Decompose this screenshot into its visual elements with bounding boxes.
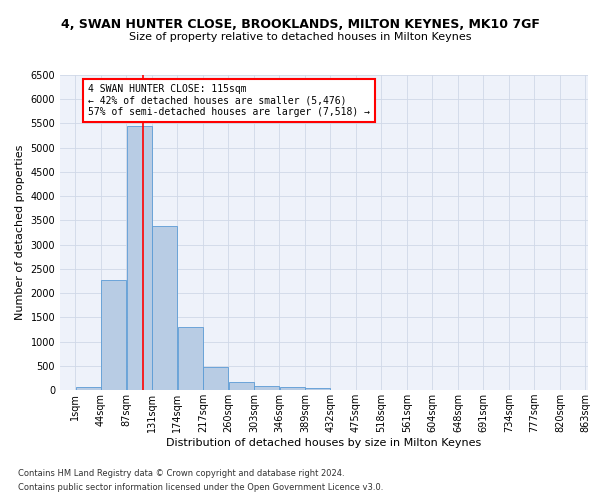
Bar: [178, 326, 203, 390]
Y-axis label: Number of detached properties: Number of detached properties: [15, 145, 25, 320]
Text: Contains public sector information licensed under the Open Government Licence v3: Contains public sector information licen…: [18, 484, 383, 492]
Bar: [127, 126, 152, 390]
Text: 4, SWAN HUNTER CLOSE, BROOKLANDS, MILTON KEYNES, MK10 7GF: 4, SWAN HUNTER CLOSE, BROOKLANDS, MILTON…: [61, 18, 539, 30]
Bar: [76, 386, 101, 390]
Text: Contains HM Land Registry data © Crown copyright and database right 2024.: Contains HM Land Registry data © Crown c…: [18, 468, 344, 477]
X-axis label: Distribution of detached houses by size in Milton Keynes: Distribution of detached houses by size …: [166, 438, 482, 448]
Bar: [152, 226, 177, 390]
Text: 4 SWAN HUNTER CLOSE: 115sqm
← 42% of detached houses are smaller (5,476)
57% of : 4 SWAN HUNTER CLOSE: 115sqm ← 42% of det…: [88, 84, 370, 117]
Bar: [101, 280, 126, 390]
Bar: [203, 366, 228, 390]
Bar: [229, 382, 254, 390]
Text: Size of property relative to detached houses in Milton Keynes: Size of property relative to detached ho…: [129, 32, 471, 42]
Bar: [305, 388, 330, 390]
Bar: [280, 387, 305, 390]
Bar: [254, 386, 279, 390]
